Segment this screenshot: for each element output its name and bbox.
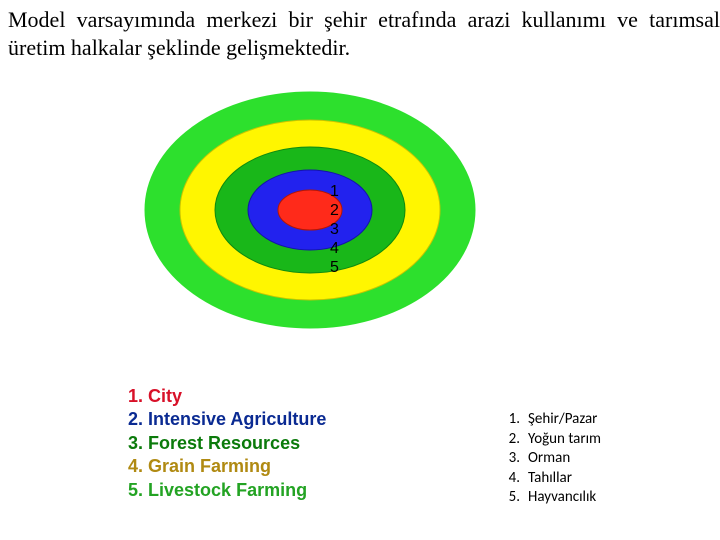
english-legend-item-4: 4. Grain Farming: [128, 455, 326, 478]
legend-en-text-3: Forest Resources: [148, 433, 300, 453]
legend-en-num-2: 2.: [128, 409, 143, 429]
ring-number-labels: 1 2 3 4 5: [330, 182, 339, 277]
legend-en-text-1: City: [148, 386, 182, 406]
english-legend-item-3: 3. Forest Resources: [128, 432, 326, 455]
turkish-legend: 1. Şehir/Pazar 2. Yoğun tarım 3. Orman 4…: [500, 410, 601, 508]
turkish-legend-item-3: 3. Orman: [500, 449, 601, 469]
legend-tr-text-3: Orman: [528, 449, 570, 469]
turkish-legend-item-4: 4. Tahıllar: [500, 469, 601, 489]
ring-number-4: 4: [330, 239, 339, 259]
intro-paragraph: Model varsayımında merkezi bir şehir etr…: [8, 6, 720, 61]
legend-tr-num-3: 3.: [500, 449, 520, 469]
legend-tr-num-2: 2.: [500, 430, 520, 450]
turkish-legend-item-1: 1. Şehir/Pazar: [500, 410, 601, 430]
legend-tr-text-5: Hayvancılık: [528, 488, 596, 508]
legend-tr-text-4: Tahıllar: [528, 469, 572, 489]
ring-number-1: 1: [330, 182, 339, 202]
legend-en-text-4: Grain Farming: [148, 456, 271, 476]
turkish-legend-item-2: 2. Yoğun tarım: [500, 430, 601, 450]
rings-svg: [140, 80, 500, 340]
english-legend-item-2: 2. Intensive Agriculture: [128, 408, 326, 431]
legend-en-text-5: Livestock Farming: [148, 480, 307, 500]
legend-en-num-1: 1.: [128, 386, 143, 406]
legend-tr-num-1: 1.: [500, 410, 520, 430]
ring-number-3: 3: [330, 220, 339, 240]
legend-en-num-4: 4.: [128, 456, 143, 476]
english-legend-item-5: 5. Livestock Farming: [128, 479, 326, 502]
legend-tr-num-5: 5.: [500, 488, 520, 508]
concentric-rings-diagram: [140, 80, 500, 340]
legend-en-num-5: 5.: [128, 480, 143, 500]
ring-number-5: 5: [330, 258, 339, 278]
turkish-legend-item-5: 5. Hayvancılık: [500, 488, 601, 508]
legend-en-text-2: Intensive Agriculture: [148, 409, 326, 429]
english-legend: 1. City 2. Intensive Agriculture 3. Fore…: [128, 385, 326, 502]
english-legend-item-1: 1. City: [128, 385, 326, 408]
legend-tr-text-2: Yoğun tarım: [528, 430, 601, 450]
legend-en-num-3: 3.: [128, 433, 143, 453]
legend-tr-num-4: 4.: [500, 469, 520, 489]
legend-tr-text-1: Şehir/Pazar: [528, 410, 597, 430]
ring-number-2: 2: [330, 201, 339, 221]
